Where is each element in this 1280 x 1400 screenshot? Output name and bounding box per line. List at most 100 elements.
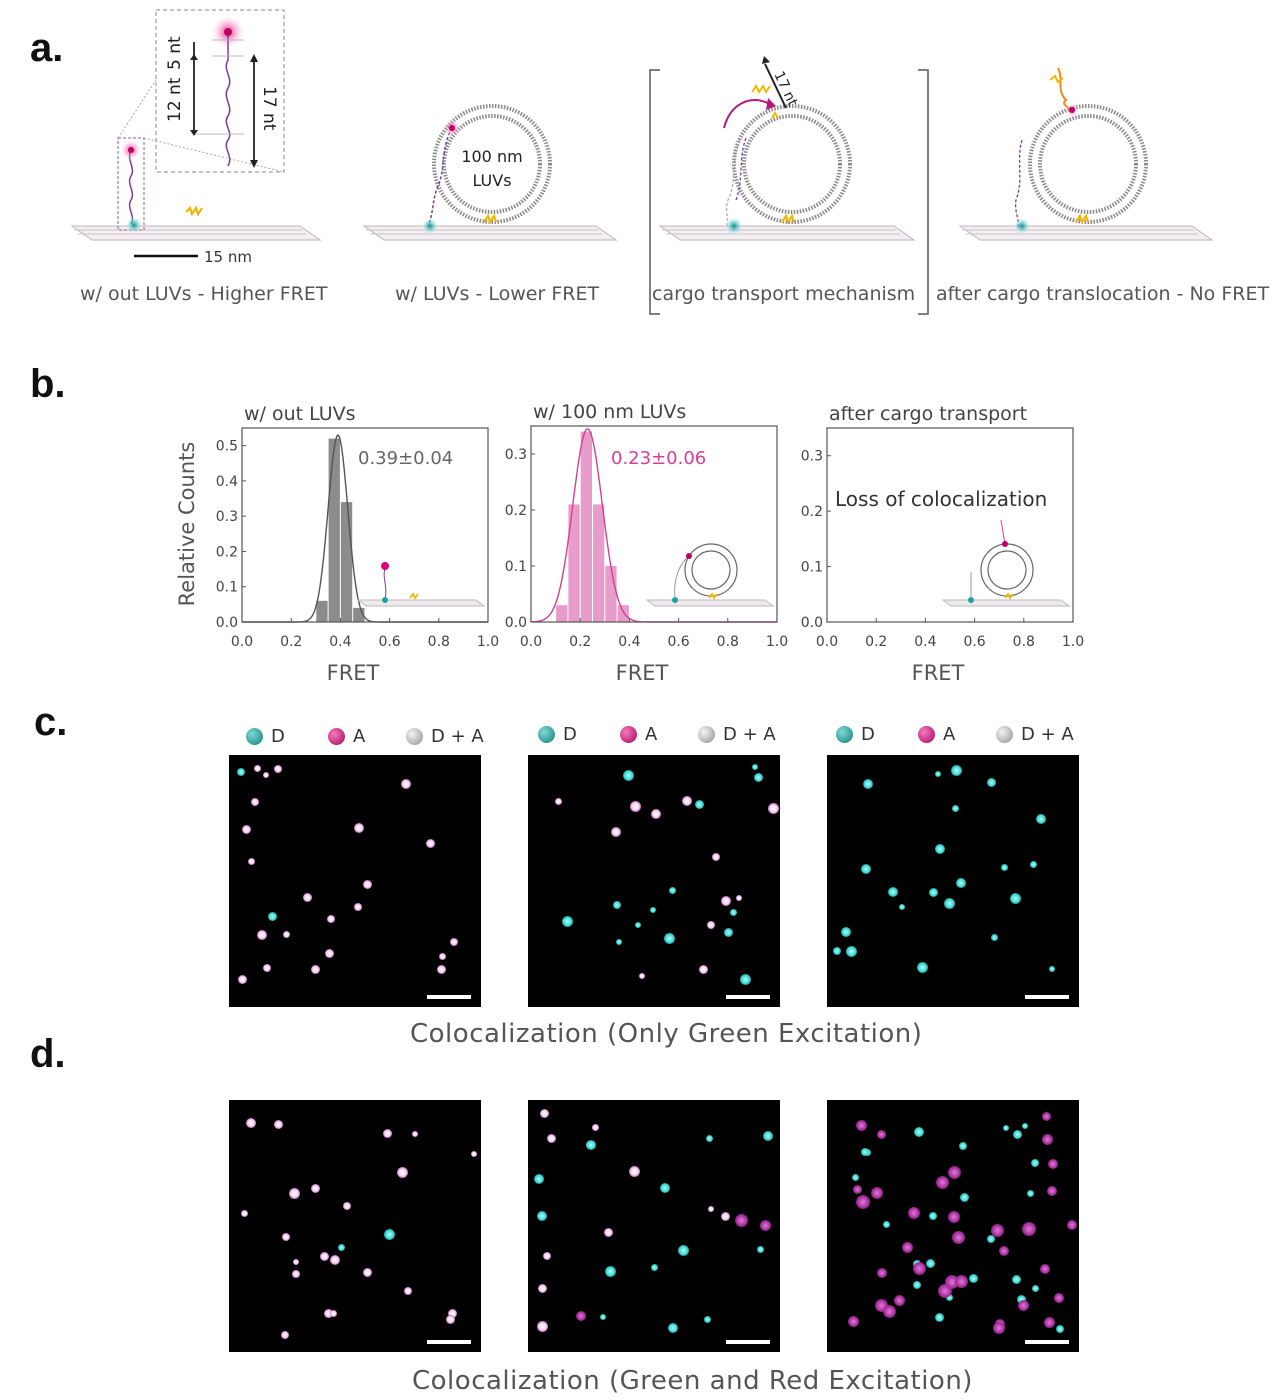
colocalized-spot — [397, 1167, 408, 1178]
donor-spot — [952, 805, 959, 812]
luv-label-name: LUVs — [472, 171, 511, 190]
donor-spot — [268, 912, 277, 921]
donor-spot — [833, 947, 841, 955]
colocalized-spot — [543, 1252, 551, 1260]
acceptor-spot — [883, 1305, 896, 1318]
acceptor-spot — [856, 1195, 870, 1209]
histogram-bar — [353, 607, 365, 622]
colocalized-spot — [281, 1331, 289, 1339]
scene-after-translocation — [958, 67, 1214, 241]
donor-spot — [987, 1235, 995, 1243]
y-tick-label: 0.3 — [216, 509, 238, 525]
donor-spot — [752, 764, 758, 770]
y-tick-label: 0.2 — [216, 544, 238, 560]
donor-spot — [841, 927, 851, 937]
inset-acceptor — [1002, 541, 1008, 547]
donor-spot — [944, 898, 955, 909]
transport-arrow — [723, 99, 771, 129]
chart-title: w/ 100 nm LUVs — [533, 401, 686, 423]
plot-frame — [826, 427, 1074, 623]
caption-c: Colocalization (Only Green Excitation) — [410, 1019, 923, 1049]
histogram-bar — [568, 504, 580, 622]
legend-a: A — [943, 724, 956, 745]
donor-spot — [1022, 1123, 1028, 1129]
colocalized-spot — [629, 1166, 640, 1177]
donor-spot — [899, 904, 905, 910]
micrograph-c-after-transport — [827, 755, 1079, 1007]
y-tick-label: 0.3 — [801, 449, 823, 465]
donor-spot — [1012, 1275, 1021, 1284]
colocalized-spot — [592, 1124, 599, 1131]
legend-da: D + A — [1021, 724, 1074, 745]
donor-spot — [384, 1229, 395, 1240]
colocalized-spot — [537, 1321, 548, 1332]
inset-donor — [672, 597, 678, 603]
donor-spot — [616, 939, 622, 945]
colocalized-spot — [450, 938, 458, 946]
donor-spot — [704, 1316, 711, 1323]
colocalized-spot — [263, 772, 269, 778]
acceptor-spot — [948, 1166, 961, 1179]
donor-dye-icon — [125, 216, 143, 234]
acceptor-spot — [894, 1295, 905, 1306]
x-tick-label: 1.0 — [766, 634, 788, 650]
yellow-anchor-icon — [185, 205, 203, 217]
colocalized-spot — [293, 1259, 299, 1265]
colocalized-spot — [437, 965, 446, 974]
fret-histograms: w/ out LUVs 0.0 0.1 0.2 0.3 0.4 0.5 0.0 0.2 0.4 0.… — [216, 401, 1084, 685]
acceptor-spot — [848, 1316, 859, 1327]
label-12nt: 12 nt — [165, 77, 185, 122]
colocalized-spot — [251, 798, 259, 806]
y-tick-label: 0.2 — [505, 503, 527, 519]
donor-spot — [1049, 966, 1055, 972]
histogram-bar — [580, 431, 592, 622]
acceptor-spot — [955, 1275, 968, 1288]
colocalized-spot — [327, 915, 335, 923]
legend-c3: D A D + A — [836, 724, 1096, 750]
chart-title: after cargo transport — [829, 403, 1027, 425]
legend-a: A — [645, 724, 658, 745]
both-dot-icon — [996, 726, 1013, 743]
legend-da: D + A — [431, 726, 484, 747]
donor-spot — [861, 864, 871, 874]
x-axis-label: FRET — [616, 661, 669, 685]
donor-spot — [1030, 861, 1037, 868]
colocalized-spot — [426, 839, 435, 848]
x-tick-label: 0.0 — [520, 634, 542, 650]
donor-spot — [1017, 1295, 1026, 1304]
colocalized-spot — [274, 765, 282, 773]
donor-spot — [635, 922, 641, 928]
scene-without-luvs: 12 nt 5 nt 17 nt 15 nm — [70, 9, 322, 266]
y-tick-label: 0.1 — [505, 559, 527, 575]
donor-spot — [668, 1323, 678, 1333]
acceptor-spot — [871, 1187, 883, 1199]
histogram-bar — [617, 605, 629, 622]
colocalized-spot — [547, 1134, 556, 1143]
donor-spot — [917, 962, 928, 973]
inset-acceptor — [381, 562, 389, 570]
donor-spot — [695, 800, 704, 809]
acceptor-spot — [1042, 1112, 1051, 1121]
inset-surface — [941, 599, 1071, 607]
histogram-bar — [556, 605, 568, 622]
colocalized-spot — [721, 1212, 730, 1221]
colocalized-spot — [330, 1255, 340, 1265]
donor-spot — [613, 901, 621, 909]
colocalized-spot — [330, 1310, 337, 1317]
panel-label-b: b. — [30, 362, 66, 406]
donor-spot — [763, 1131, 773, 1141]
inset-vesicle-inner — [987, 550, 1027, 590]
colocalized-spot — [736, 895, 742, 901]
donor-spot — [757, 1246, 764, 1253]
donor-spot — [935, 844, 945, 854]
colocalized-spot — [343, 1202, 351, 1210]
y-tick-label: 0.0 — [801, 615, 823, 631]
colocalized-spot — [354, 823, 364, 833]
chart-title: w/ out LUVs — [244, 403, 356, 425]
inset-donor — [968, 597, 974, 603]
colocalized-spot — [412, 1131, 418, 1137]
acceptor-spot — [877, 1268, 887, 1278]
plot-frame — [241, 427, 489, 623]
legend-d: D — [271, 726, 285, 747]
donor-spot — [883, 1221, 890, 1228]
